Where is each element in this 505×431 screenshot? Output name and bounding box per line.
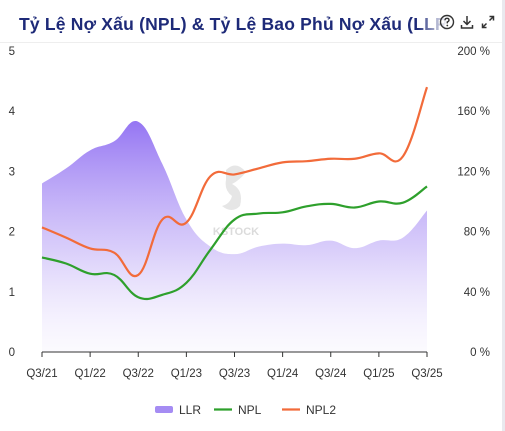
series-npl2-point-8 <box>232 172 237 177</box>
legend-label: LLR <box>179 403 201 417</box>
series-npl-point-9 <box>256 211 261 216</box>
legend-label: NPL <box>238 403 262 417</box>
x-axis-tick: Q1/22 <box>74 368 105 380</box>
left-axis-tick: 4 <box>9 106 16 118</box>
series-llr-point-9 <box>256 244 261 249</box>
legend-label: NPL2 <box>306 403 336 417</box>
left-axis-tick: 2 <box>9 227 15 239</box>
series-npl2-point-14 <box>376 151 381 156</box>
download-icon[interactable] <box>457 12 477 32</box>
series-npl-point-7 <box>208 247 213 252</box>
series-npl2-point-5 <box>160 217 165 222</box>
series-npl2-point-13 <box>352 156 357 161</box>
right-axis-tick: 200 % <box>457 46 490 58</box>
series-npl-point-12 <box>328 201 333 206</box>
series-npl2-point-6 <box>184 220 189 225</box>
series-llr-point-2 <box>88 148 93 153</box>
legend-swatch <box>155 406 173 413</box>
x-axis-tick: Q1/24 <box>267 368 299 380</box>
panel-border <box>502 0 505 431</box>
legend-item-npl2: NPL2 <box>282 403 336 417</box>
series-npl-point-8 <box>232 217 237 222</box>
series-npl2-point-4 <box>136 272 141 277</box>
legend-item-npl: NPL <box>214 403 262 417</box>
series-npl2-point-7 <box>208 174 213 179</box>
series-npl-point-10 <box>280 210 285 215</box>
series-llr-point-5 <box>160 161 165 166</box>
right-axis-tick: 160 % <box>457 106 490 118</box>
right-axis-tick: 40 % <box>464 287 490 299</box>
series-npl-point-15 <box>400 200 405 205</box>
right-axis-tick: 120 % <box>457 166 490 178</box>
series-npl-point-3 <box>112 272 117 277</box>
series-npl-point-1 <box>63 261 68 266</box>
series-llr-point-15 <box>400 235 405 240</box>
series-npl2-point-15 <box>400 154 405 159</box>
x-axis-tick: Q3/23 <box>219 368 250 380</box>
x-axis-tick: Q3/22 <box>123 368 154 380</box>
series-npl-point-14 <box>376 199 381 204</box>
series-npl2-point-11 <box>304 159 309 164</box>
series-npl-point-5 <box>160 292 165 297</box>
series-npl2-point-9 <box>256 166 261 171</box>
chart-title: Tỷ Lệ Nợ Xấu (NPL) & Tỷ Lệ Bao Phủ Nợ Xấ… <box>19 14 454 34</box>
left-axis-tick: 3 <box>9 166 15 178</box>
legend-item-llr: LLR <box>155 403 201 417</box>
series-llr-point-1 <box>63 166 68 171</box>
series-npl-point-2 <box>88 271 93 276</box>
series-llr-point-3 <box>112 139 117 144</box>
x-axis-tick: Q3/25 <box>411 368 442 380</box>
series-npl2-point-12 <box>328 156 333 161</box>
series-llr-area <box>42 121 427 353</box>
series-llr-point-10 <box>280 241 285 246</box>
expand-icon[interactable] <box>478 12 498 32</box>
series-llr-point-8 <box>232 252 237 257</box>
series-llr-point-13 <box>352 246 357 251</box>
series-llr-point-16 <box>424 208 429 213</box>
x-axis-tick: Q1/23 <box>171 368 202 380</box>
chart-header: Tỷ Lệ Nợ Xấu (NPL) & Tỷ Lệ Bao Phủ Nợ Xấ… <box>0 0 505 43</box>
series-npl-point-6 <box>184 280 189 285</box>
series-npl2-point-10 <box>280 160 285 165</box>
x-axis-tick: Q3/21 <box>26 368 57 380</box>
series-npl-point-11 <box>304 204 309 209</box>
series-npl2-point-1 <box>63 235 68 240</box>
series-npl2-point-16 <box>424 85 429 90</box>
left-axis-tick: 5 <box>9 46 15 58</box>
series-npl-point-16 <box>424 184 429 189</box>
series-npl2-point-3 <box>112 250 117 255</box>
series-npl2-line <box>41 86 429 278</box>
series-npl2-point-0 <box>39 225 44 230</box>
series-llr-point-0 <box>39 181 44 186</box>
x-axis-tick: Q3/24 <box>315 368 347 380</box>
series-npl-line <box>41 185 428 301</box>
help-icon[interactable] <box>437 12 457 32</box>
left-axis-tick: 1 <box>9 287 15 299</box>
title-fade <box>417 0 505 42</box>
right-axis-tick: 0 % <box>470 347 490 359</box>
series-npl-point-13 <box>352 205 357 210</box>
series-llr-point-4 <box>136 119 141 124</box>
series-npl2-point-2 <box>88 246 93 251</box>
series-llr-point-12 <box>328 238 333 243</box>
right-axis-tick: 80 % <box>464 227 490 239</box>
series-npl-point-4 <box>136 295 141 300</box>
left-axis-tick: 0 <box>9 347 15 359</box>
x-axis-tick: Q1/25 <box>363 368 394 380</box>
series-llr-point-11 <box>304 243 309 248</box>
series-npl-point-0 <box>39 255 44 260</box>
series-llr-point-14 <box>376 238 381 243</box>
